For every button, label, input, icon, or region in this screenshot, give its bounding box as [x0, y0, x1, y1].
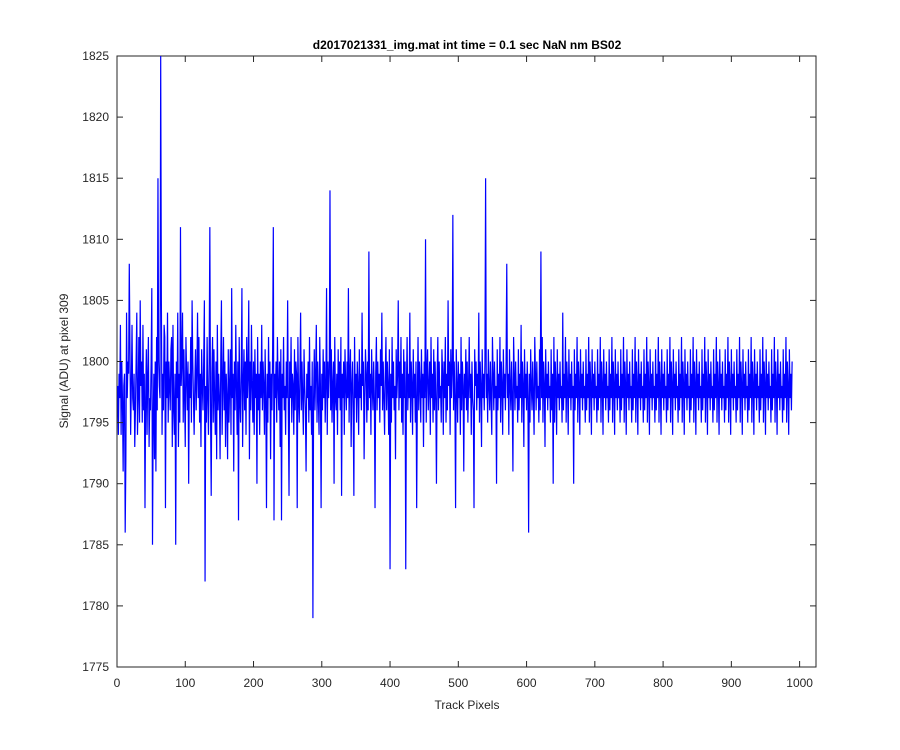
plot-area: 0 100 200 300 400 500 600 700 800 900 1000 1775 178…	[82, 49, 817, 690]
x-tick-label: 100	[175, 676, 195, 690]
y-tick-label: 1775	[82, 660, 109, 674]
y-tick-label: 1795	[82, 416, 109, 430]
chart-title: d2017021331_img.mat int time = 0.1 sec N…	[313, 38, 622, 52]
y-tick-label: 1820	[82, 110, 109, 124]
series-layer	[117, 55, 793, 619]
x-tick-label: 600	[517, 676, 537, 690]
x-tick-label: 900	[721, 676, 741, 690]
y-tick-label: 1800	[82, 355, 109, 369]
y-tick-label: 1790	[82, 477, 109, 491]
y-tick-label: 1780	[82, 599, 109, 613]
series-line-0	[117, 55, 793, 619]
x-axis-ticks: 0 100 200 300 400 500 600 700 800 900 1000	[114, 56, 813, 690]
y-tick-label: 1825	[82, 49, 109, 63]
x-axis-label: Track Pixels	[435, 698, 500, 712]
y-tick-label: 1805	[82, 293, 109, 307]
x-tick-label: 400	[380, 676, 400, 690]
x-tick-label: 700	[585, 676, 605, 690]
x-tick-label: 300	[312, 676, 332, 690]
y-axis-ticks: 1775 1780 1785 1790 1795 1800 1805 1810 1815 1820…	[82, 49, 816, 674]
x-tick-label: 800	[653, 676, 673, 690]
y-tick-label: 1810	[82, 232, 109, 246]
x-tick-label: 0	[114, 676, 121, 690]
x-tick-label: 1000	[786, 676, 813, 690]
x-tick-label: 200	[244, 676, 264, 690]
y-tick-label: 1815	[82, 171, 109, 185]
y-tick-label: 1785	[82, 538, 109, 552]
y-axis-label: Signal (ADU) at pixel 309	[57, 293, 71, 428]
x-tick-label: 500	[448, 676, 468, 690]
